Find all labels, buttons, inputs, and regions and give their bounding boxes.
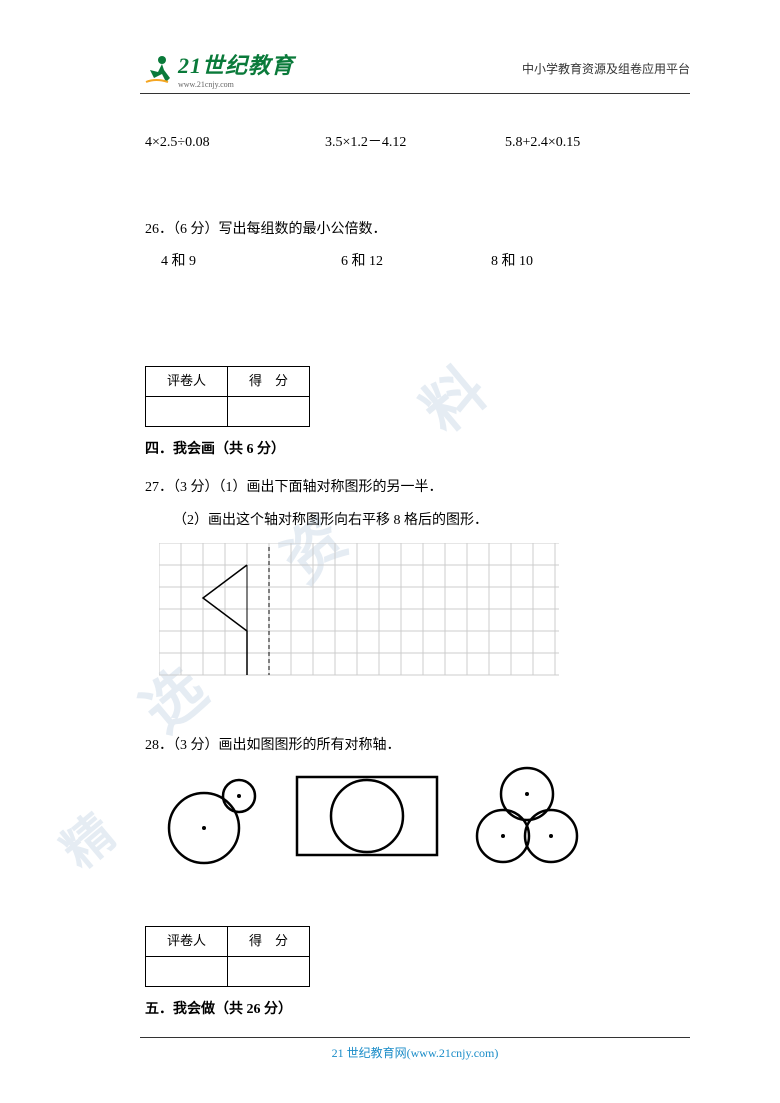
logo-main-text: 21世纪教育: [178, 48, 294, 80]
lcm-pair: 8 和 10: [491, 249, 611, 276]
question-27-sub: （2）画出这个轴对称图形向右平移 8 格后的图形．: [173, 508, 685, 535]
grid-figure: [159, 543, 685, 694]
question-27: 27．（3 分）（1）画出下面轴对称图形的另一半．: [145, 475, 685, 502]
score-header: 得 分: [228, 366, 310, 396]
score-cell: [228, 956, 310, 986]
expression: 4×2.5÷0.08: [145, 130, 325, 157]
lcm-pair: 6 和 12: [341, 249, 491, 276]
score-header: 得 分: [228, 926, 310, 956]
runner-icon: [140, 52, 174, 86]
symmetry-shapes: [159, 766, 685, 866]
grader-header: 评卷人: [146, 926, 228, 956]
score-table-2: 评卷人 得 分: [145, 926, 310, 987]
question-28: 28．（3 分）画出如图图形的所有对称轴．: [145, 733, 685, 760]
watermark-char: 精: [44, 790, 135, 882]
logo: 21世纪教育 www.21cnjy.com: [140, 48, 294, 89]
footer-text: 21 世纪教育网(www.21cnjy.com): [332, 1046, 499, 1060]
grader-cell: [146, 396, 228, 426]
expression: 5.8+2.4×0.15: [505, 130, 685, 157]
lcm-pair: 4 和 9: [161, 249, 341, 276]
lcm-pairs: 4 和 9 6 和 12 8 和 10: [161, 249, 685, 276]
page-content: 4×2.5÷0.08 3.5×1.2－4.12 5.8+2.4×0.15 26．…: [145, 130, 685, 1035]
grid-svg: [159, 543, 559, 683]
rect-circle-icon: [293, 771, 443, 861]
page-footer: 21 世纪教育网(www.21cnjy.com): [140, 1037, 690, 1061]
header-right-text: 中小学教育资源及组卷应用平台: [522, 60, 690, 77]
question-26: 26．（6 分）写出每组数的最小公倍数．: [145, 217, 685, 244]
expression-row: 4×2.5÷0.08 3.5×1.2－4.12 5.8+2.4×0.15: [145, 130, 685, 157]
page-header: 21世纪教育 www.21cnjy.com 中小学教育资源及组卷应用平台: [140, 48, 690, 94]
score-cell: [228, 396, 310, 426]
section-4-title: 四．我会画（共 6 分）: [145, 437, 685, 464]
score-table: 评卷人 得 分: [145, 366, 310, 427]
section-5-title: 五．我会做（共 26 分）: [145, 997, 685, 1024]
expression: 3.5×1.2－4.12: [325, 130, 505, 157]
logo-sub-text: www.21cnjy.com: [178, 80, 294, 89]
grader-cell: [146, 956, 228, 986]
grader-header: 评卷人: [146, 366, 228, 396]
two-circles-icon: [159, 766, 269, 866]
three-circles-icon: [467, 766, 587, 866]
